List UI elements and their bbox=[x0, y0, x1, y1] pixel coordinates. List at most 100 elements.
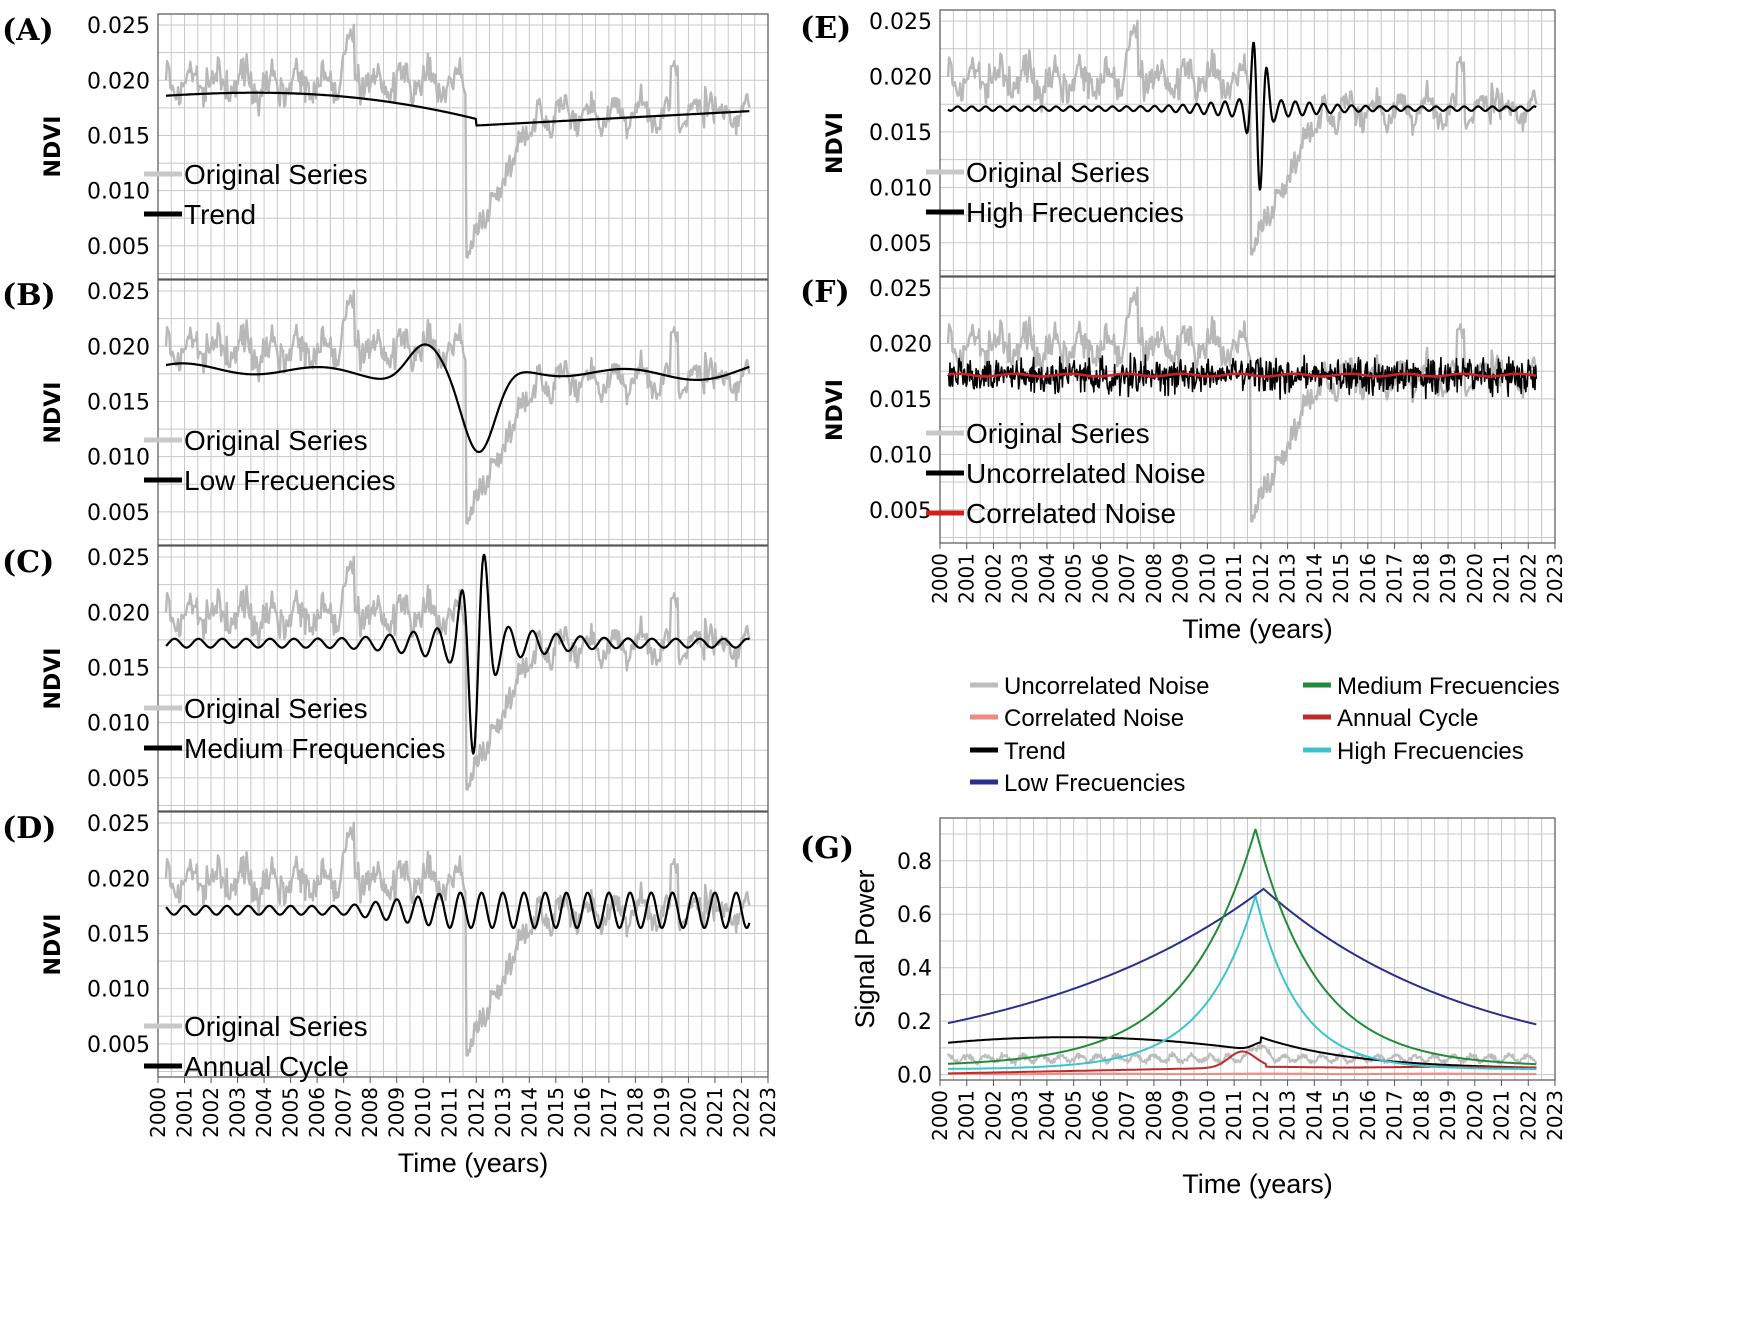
series-group bbox=[947, 828, 1538, 1076]
y-tick-label: 0.020 bbox=[869, 66, 932, 91]
x-tick-label: 2021 bbox=[1490, 1090, 1514, 1141]
legend-label: Original Series bbox=[184, 693, 368, 724]
y-tick-label: 0.020 bbox=[87, 69, 150, 94]
y-tick-label: 0.010 bbox=[87, 712, 150, 737]
x-tick-label: 2018 bbox=[623, 1087, 647, 1138]
plot-frame bbox=[939, 817, 1556, 1081]
x-tick-label: 2019 bbox=[650, 1087, 674, 1138]
y-tick-label: 0.2 bbox=[897, 1010, 932, 1035]
y-tick-label: 0.020 bbox=[87, 335, 150, 360]
x-tick-label: 2014 bbox=[1302, 553, 1326, 604]
x-tick-label: 2001 bbox=[955, 553, 979, 604]
x-tick-label: 2022 bbox=[1516, 553, 1540, 604]
x-tick-label: 2012 bbox=[464, 1087, 488, 1138]
y-axis-label: NDVI bbox=[41, 116, 66, 178]
legend-g-label: High Frecuencies bbox=[1337, 738, 1524, 765]
series-group bbox=[946, 286, 1538, 523]
x-tick-label: 2012 bbox=[1249, 553, 1273, 604]
x-tick-label: 2013 bbox=[1276, 553, 1300, 604]
x-tick-label: 2023 bbox=[1543, 1090, 1567, 1141]
x-tick-label: 2013 bbox=[491, 1087, 515, 1138]
series-line-original-series bbox=[164, 289, 751, 525]
x-tick-label: 2007 bbox=[332, 1087, 356, 1138]
x-tick-label: 2003 bbox=[1008, 553, 1032, 604]
x-tick-label: 2004 bbox=[1035, 553, 1059, 604]
y-tick-label: 0.010 bbox=[87, 978, 150, 1003]
legend-label: Medium Frequencies bbox=[184, 733, 445, 764]
y-tick-label: 0.020 bbox=[87, 867, 150, 892]
y-tick-label: 0.010 bbox=[869, 443, 932, 468]
y-axis-label: NDVI bbox=[41, 914, 66, 976]
x-tick-label: 2020 bbox=[1463, 553, 1487, 604]
series-line-correlated-noise bbox=[947, 1072, 1537, 1076]
y-tick-label: 0.015 bbox=[87, 124, 150, 149]
y-tick-label: 0.010 bbox=[87, 446, 150, 471]
x-tick-label: 2014 bbox=[517, 1087, 541, 1138]
x-tick-label: 2002 bbox=[199, 1087, 223, 1138]
x-tick-label: 2017 bbox=[1383, 1090, 1407, 1141]
y-tick-label: 0.025 bbox=[87, 280, 150, 305]
legend-label: Uncorrelated Noise bbox=[966, 458, 1206, 489]
panel-C: 0.005 0.010 0.015 0.020 0.025 NDVI (C) Original… bbox=[2, 545, 769, 812]
y-axis-label: NDVI bbox=[41, 648, 66, 710]
series-group bbox=[164, 553, 751, 791]
legend-label: High Frecuencies bbox=[966, 197, 1184, 228]
x-tick-label: 2003 bbox=[1008, 1090, 1032, 1141]
series-line-low-frecuencies bbox=[947, 888, 1537, 1026]
x-tick-label: 2011 bbox=[438, 1087, 462, 1138]
panel-label: (D) bbox=[2, 811, 56, 846]
panel-label: (C) bbox=[2, 545, 54, 580]
series-line-high-frecuencies bbox=[947, 41, 1537, 191]
panel-E: 0.005 0.010 0.015 0.020 0.025 NDVI (E) Original… bbox=[800, 9, 1556, 277]
legend-g-label: Medium Frecuencies bbox=[1337, 673, 1560, 700]
x-tick-label: 2020 bbox=[676, 1087, 700, 1138]
series-group bbox=[164, 289, 751, 525]
series-line-original-series bbox=[164, 23, 751, 259]
x-tick-label: 2012 bbox=[1249, 1090, 1273, 1141]
legend-g-label: Correlated Noise bbox=[1004, 705, 1184, 732]
x-tick-label: 2013 bbox=[1276, 1090, 1300, 1141]
x-tick-label: 2015 bbox=[1329, 1090, 1353, 1141]
x-tick-label: 2009 bbox=[385, 1087, 409, 1138]
x-axis-title: Time (years) bbox=[1182, 614, 1333, 644]
panel-B: 0.005 0.010 0.015 0.020 0.025 NDVI (B) Original… bbox=[2, 278, 769, 546]
legend-label: Original Series bbox=[184, 159, 368, 190]
x-tick-label: 2005 bbox=[279, 1087, 303, 1138]
y-tick-label: 0.025 bbox=[87, 546, 150, 571]
x-tick-label: 2017 bbox=[1383, 553, 1407, 604]
x-tick-label: 2007 bbox=[1115, 1090, 1139, 1141]
panel-D: 0.005 0.010 0.015 0.020 0.025 NDVI (D) Original… bbox=[2, 811, 780, 1178]
series-line-uncorrelated-noise bbox=[947, 352, 1538, 400]
legend-g-label: Trend bbox=[1004, 738, 1066, 765]
x-tick-label: 2006 bbox=[305, 1087, 329, 1138]
x-tick-label: 2000 bbox=[146, 1087, 170, 1138]
x-tick-label: 2006 bbox=[1088, 1090, 1112, 1141]
x-tick-label: 2015 bbox=[1329, 553, 1353, 604]
panel-F: 0.005 0.010 0.015 0.020 0.025 NDVI (F) Original… bbox=[800, 275, 1567, 644]
series-group bbox=[946, 19, 1538, 256]
x-tick-label: 2016 bbox=[570, 1087, 594, 1138]
series-line-annual-cycle bbox=[165, 891, 751, 929]
y-tick-label: 0.025 bbox=[869, 277, 932, 302]
x-tick-label: 2018 bbox=[1409, 553, 1433, 604]
x-tick-label: 2002 bbox=[981, 1090, 1005, 1141]
y-tick-label: 0.020 bbox=[87, 601, 150, 626]
series-line-medium-frequencies bbox=[165, 553, 750, 755]
y-tick-label: 0.8 bbox=[897, 850, 932, 875]
legend-g-label: Annual Cycle bbox=[1337, 705, 1478, 732]
legend-label: Annual Cycle bbox=[184, 1051, 349, 1082]
legend-g-label: Uncorrelated Noise bbox=[1004, 673, 1209, 700]
y-tick-label: 0.005 bbox=[87, 767, 150, 792]
y-tick-label: 0.015 bbox=[869, 388, 932, 413]
plot-frame bbox=[157, 13, 769, 280]
plot-frame bbox=[157, 545, 769, 812]
y-axis-label: Signal Power bbox=[850, 869, 880, 1028]
y-tick-label: 0.010 bbox=[869, 176, 932, 201]
x-tick-label: 2010 bbox=[1195, 553, 1219, 604]
y-axis-label: NDVI bbox=[823, 112, 848, 174]
panel-label: (B) bbox=[2, 278, 56, 313]
x-tick-label: 2022 bbox=[729, 1087, 753, 1138]
x-tick-label: 2014 bbox=[1302, 1090, 1326, 1141]
series-line-correlated-noise bbox=[947, 372, 1537, 378]
